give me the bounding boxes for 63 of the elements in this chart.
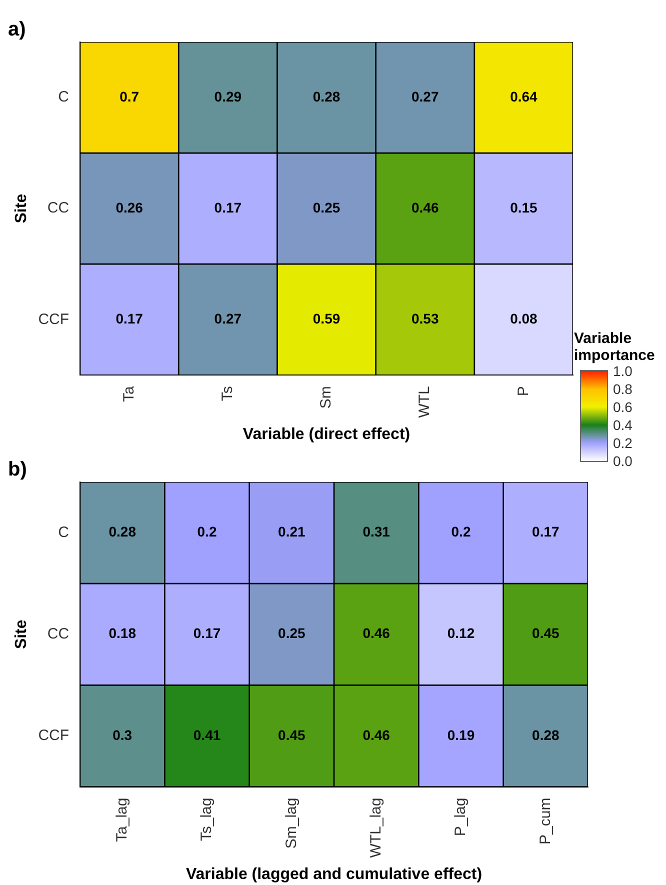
color-bar-label: 0.0 <box>613 453 632 469</box>
data-label: 0.17 <box>193 625 221 642</box>
x-tick-label: Ta <box>120 385 138 402</box>
x-tick-label: Ta_lag <box>114 798 130 842</box>
chart-title: a) <box>8 18 26 41</box>
color-bar-label: 0.4 <box>613 417 632 433</box>
data-label: 0.46 <box>362 726 390 743</box>
data-label: 0.25 <box>278 625 306 642</box>
data-label: 0.19 <box>447 726 475 743</box>
x-tick-label: P_lag <box>452 798 470 836</box>
data-label: 0.27 <box>411 88 439 104</box>
x-tick-label: WTL_lag <box>367 798 384 858</box>
data-label: 0.46 <box>362 625 390 642</box>
y-tick-label: CCF <box>38 310 70 328</box>
data-label: 0.26 <box>116 199 144 216</box>
y-tick-label: C <box>58 524 70 541</box>
x-tick-label: Ts <box>219 386 236 402</box>
data-label: 0.18 <box>108 625 136 642</box>
x-tick-label: Sm_lag <box>282 798 300 849</box>
data-label: 0.08 <box>510 310 538 326</box>
y-tick-label: CC <box>47 200 70 217</box>
color-bar-title: Variable importance <box>574 330 656 364</box>
y-tick-label: CC <box>47 626 70 643</box>
y-axis-title: Site <box>13 620 30 650</box>
x-tick-label: Ts_lag <box>198 798 216 842</box>
data-label: 0.17 <box>532 524 560 540</box>
data-label: 0.17 <box>214 199 242 216</box>
data-label: 0.45 <box>532 625 560 642</box>
data-label: 0.45 <box>278 726 306 743</box>
data-label: 0.41 <box>193 726 221 743</box>
data-label: 0.29 <box>214 88 242 104</box>
data-label: 0.25 <box>312 199 340 216</box>
data-label: 0.59 <box>312 310 340 326</box>
y-tick-label: C <box>58 88 70 106</box>
chart-title: b) <box>8 458 27 481</box>
data-label: 0.28 <box>532 726 560 743</box>
color-bar-label: 0.2 <box>613 435 632 451</box>
data-label: 0.27 <box>214 310 242 326</box>
y-tick-label: CCF <box>38 727 70 744</box>
x-tick-label: Sm <box>318 386 335 409</box>
color-bar-label: 0.6 <box>613 399 632 415</box>
data-label: 0.46 <box>411 199 439 216</box>
data-label: 0.53 <box>411 310 439 326</box>
data-label: 0.31 <box>362 524 390 540</box>
data-label: 0.21 <box>278 524 306 540</box>
data-label: 0.17 <box>116 310 144 326</box>
data-label: 0.3 <box>112 726 132 743</box>
data-label: 0.2 <box>197 524 217 540</box>
data-label: 0.64 <box>510 88 538 104</box>
x-axis-title: Variable (lagged and cumulative effect) <box>186 866 482 883</box>
x-tick-label: P <box>514 386 532 396</box>
data-label: 0.2 <box>451 524 471 540</box>
x-tick-label: WTL <box>416 386 434 418</box>
data-label: 0.28 <box>312 88 340 104</box>
x-tick-label: P_cum <box>536 798 554 844</box>
color-bar-label: 0.8 <box>613 381 632 397</box>
color-bar-label: 1.0 <box>613 363 632 379</box>
data-label: 0.28 <box>108 524 136 540</box>
data-label: 0.15 <box>510 199 538 216</box>
data-label: 0.12 <box>447 625 475 642</box>
y-axis-title: Site <box>13 194 30 224</box>
x-axis-title: Variable (direct effect) <box>242 426 410 443</box>
data-label: 0.7 <box>120 88 140 104</box>
